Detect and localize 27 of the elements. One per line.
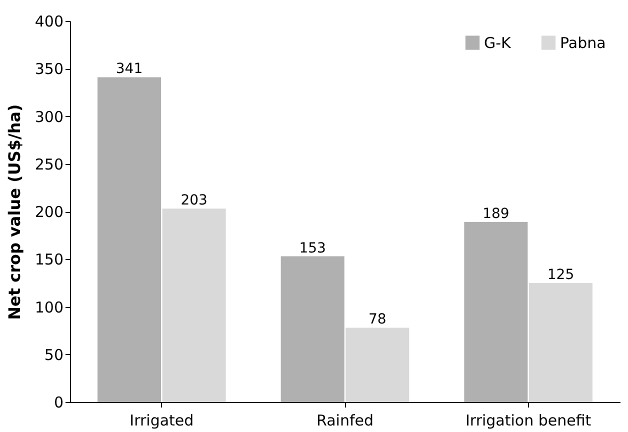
bar	[528, 282, 592, 402]
legend-label: Pabna	[560, 34, 606, 52]
y-tick-label: 0	[54, 394, 64, 412]
data-label: 341	[116, 61, 143, 78]
y-tick-label: 150	[34, 250, 64, 269]
y-tick-label: 400	[34, 12, 64, 30]
y-tick-label: 50	[44, 346, 64, 364]
x-tick-label: Irrigated	[130, 412, 194, 430]
data-label: 189	[482, 206, 510, 222]
y-tick-label: 200	[34, 203, 64, 221]
x-tick-label: Irrigation benefit	[465, 412, 592, 430]
data-label: 203	[180, 192, 208, 209]
bar	[346, 328, 410, 402]
data-label: 153	[299, 240, 326, 256]
data-label: 78	[368, 312, 386, 328]
bar	[98, 77, 162, 402]
y-tick-label: 300	[34, 108, 64, 126]
bar	[464, 222, 528, 402]
y-axis-title: Net crop value (US$/ha)	[4, 104, 24, 320]
legend-label: G-K	[484, 34, 512, 52]
data-label: 125	[547, 266, 574, 283]
bar	[162, 208, 226, 402]
y-tick-label: 100	[34, 298, 64, 316]
x-tick-label: Rainfed	[316, 412, 374, 430]
bar	[280, 256, 344, 402]
y-tick-label: 250	[34, 155, 64, 174]
y-tick-label: 350	[34, 60, 64, 78]
